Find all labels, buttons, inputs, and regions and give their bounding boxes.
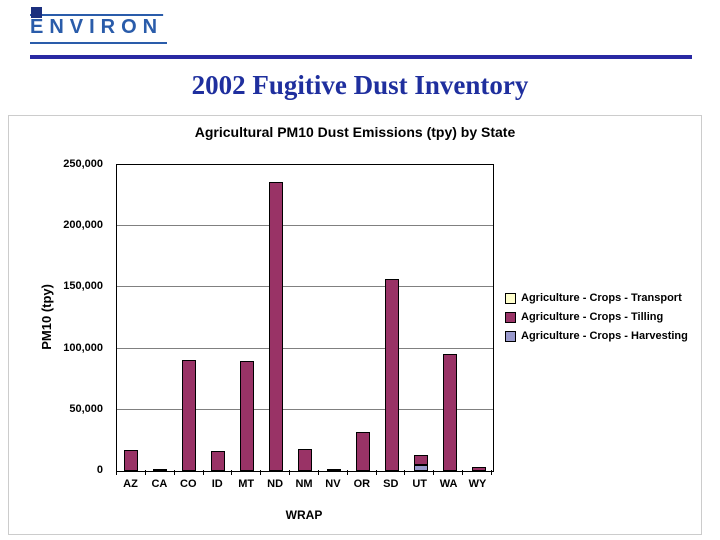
slide-title: 2002 Fugitive Dust Inventory — [191, 70, 529, 100]
x-tick-mark — [348, 470, 377, 475]
bar-slot-nd — [262, 165, 291, 471]
gridline — [117, 408, 493, 410]
x-tick-label-wa: WA — [439, 478, 458, 490]
bar-slot-ca — [146, 165, 175, 471]
x-tick-label-ca: CA — [151, 478, 168, 490]
bar-slot-id — [204, 165, 233, 471]
bar-slot-ut — [406, 165, 435, 471]
x-tick-label-co: CO — [180, 478, 197, 490]
bar-slot-az — [117, 165, 146, 471]
chart-legend: Agriculture - Crops - Transport Agricultu… — [505, 292, 688, 349]
legend-label: Agriculture - Crops - Tilling — [521, 311, 664, 323]
bar-segment — [211, 451, 226, 471]
x-tick-mark — [290, 470, 319, 475]
x-tick-mark — [146, 470, 175, 475]
legend-swatch-icon — [505, 330, 516, 342]
bar-wy — [471, 165, 486, 471]
y-tick-label: 0 — [96, 464, 103, 476]
x-tick-label-or: OR — [353, 478, 371, 490]
y-axis-ticks: 0 50,000 100,000 150,000 200,000 250,000 — [9, 158, 109, 476]
logo-mark-icon — [31, 7, 42, 18]
bar-co — [182, 165, 197, 471]
x-axis-title: WRAP — [285, 508, 323, 522]
bar-segment — [413, 455, 428, 465]
x-tick-mark — [405, 470, 435, 475]
bar-nm — [297, 165, 312, 471]
bar-nd — [269, 165, 284, 471]
x-tick-label-mt: MT — [238, 478, 255, 490]
bar-ut — [413, 165, 428, 471]
legend-label: Agriculture - Crops - Harvesting — [521, 330, 688, 342]
legend-item: Agriculture - Crops - Transport — [505, 292, 688, 304]
environ-logo: ENVIRON — [30, 6, 168, 44]
x-tick-label-nv: NV — [325, 478, 341, 490]
y-tick-label: 150,000 — [63, 280, 103, 293]
bar-az — [124, 165, 139, 471]
x-axis-ticks — [116, 470, 492, 475]
bar-segment — [297, 448, 312, 471]
x-tick-mark — [434, 470, 464, 475]
bar-slot-wy — [464, 165, 493, 471]
y-tick-label: 50,000 — [69, 402, 103, 415]
y-tick-label: 100,000 — [63, 341, 103, 354]
x-tick-mark — [117, 470, 146, 475]
gridline — [117, 225, 493, 227]
chart-title: Agricultural PM10 Dust Emissions (tpy) b… — [194, 124, 516, 140]
x-tick-mark — [261, 470, 291, 475]
bars-layer — [117, 165, 493, 471]
legend-swatch-icon — [505, 311, 516, 323]
bar-slot-sd — [377, 165, 406, 471]
x-tick-label-nm: NM — [295, 478, 313, 490]
x-tick-mark — [232, 470, 262, 475]
legend-swatch-icon — [505, 292, 516, 304]
bar-nv — [326, 165, 341, 471]
gridline — [117, 286, 493, 288]
bar-segment — [384, 278, 399, 471]
bar-slot-co — [175, 165, 204, 471]
x-tick-label-wy: WY — [468, 478, 487, 490]
x-axis-labels: AZ CA CO ID MT ND NM NV OR SD UT WA WY — [116, 478, 492, 490]
x-tick-label-az: AZ — [123, 478, 138, 490]
bar-segment — [269, 182, 284, 471]
bar-slot-mt — [233, 165, 262, 471]
header-divider — [30, 55, 692, 59]
bar-segment — [442, 353, 457, 471]
y-tick-label: 250,000 — [63, 158, 103, 170]
bar-sd — [384, 165, 399, 471]
bar-segment — [153, 469, 168, 471]
bar-segment — [471, 467, 486, 471]
bar-slot-or — [348, 165, 377, 471]
x-tick-label-sd: SD — [383, 478, 399, 490]
bar-segment — [413, 464, 428, 471]
bar-slot-nv — [319, 165, 348, 471]
x-tick-mark — [377, 470, 406, 475]
bar-segment — [124, 450, 139, 471]
x-tick-mark — [204, 470, 233, 475]
x-tick-label-nd: ND — [267, 478, 284, 490]
bar-segment — [240, 360, 255, 471]
bar-slot-wa — [435, 165, 464, 471]
x-tick-mark — [463, 470, 492, 475]
bar-segment — [182, 359, 197, 471]
bar-slot-nm — [291, 165, 320, 471]
x-tick-label-ut: UT — [412, 478, 428, 490]
legend-label: Agriculture - Crops - Transport — [521, 292, 682, 304]
x-tick-label-id: ID — [211, 478, 223, 490]
x-tick-mark — [319, 470, 348, 475]
legend-item: Agriculture - Crops - Harvesting — [505, 330, 688, 342]
gridline — [117, 347, 493, 349]
x-tick-mark — [175, 470, 204, 475]
bar-segment — [326, 469, 341, 471]
bar-mt — [240, 165, 255, 471]
bar-or — [355, 165, 370, 471]
legend-item: Agriculture - Crops - Tilling — [505, 311, 688, 323]
bar-id — [211, 165, 226, 471]
chart-object: Agricultural PM10 Dust Emissions (tpy) b… — [8, 115, 702, 535]
bar-wa — [442, 165, 457, 471]
plot-area — [116, 164, 494, 472]
bar-ca — [153, 165, 168, 471]
bar-segment — [355, 431, 370, 471]
y-tick-label: 200,000 — [63, 219, 103, 232]
logo-text: ENVIRON — [30, 6, 168, 44]
